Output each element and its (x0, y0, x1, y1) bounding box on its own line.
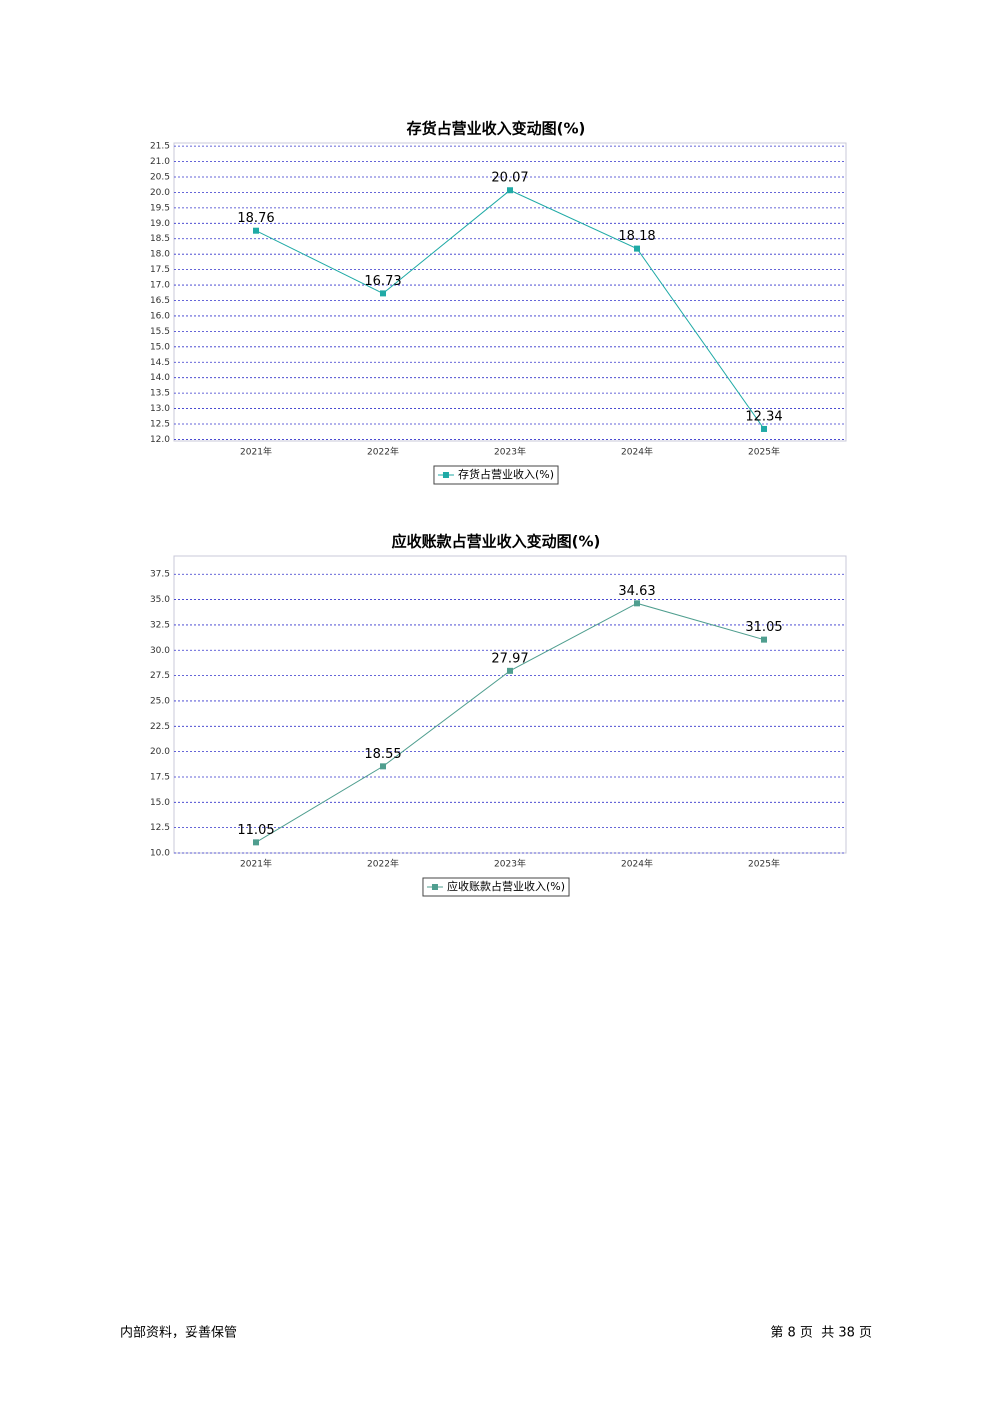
data-label: 18.55 (364, 747, 401, 762)
y-tick-label: 12.5 (150, 823, 170, 833)
legend-marker (431, 884, 438, 890)
x-tick-label: 2023年 (494, 858, 526, 870)
data-label: 12.34 (745, 409, 782, 424)
y-tick-label: 20.0 (150, 188, 170, 198)
y-tick-label: 17.5 (150, 265, 170, 275)
legend-box (433, 465, 559, 485)
y-tick-label: 15.5 (150, 327, 170, 337)
y-tick-label: 21.0 (150, 157, 170, 167)
y-tick-label: 35.0 (150, 595, 170, 605)
y-tick-label: 27.5 (150, 671, 170, 681)
x-tick-label: 2023年 (494, 446, 526, 458)
y-tick-label: 30.0 (150, 646, 170, 656)
y-tick-label: 18.0 (150, 250, 170, 260)
chart-title: 应收账款占营业收入变动图(%) (392, 533, 601, 551)
x-tick-label: 2021年 (240, 446, 272, 458)
footer-left: 内部资料，妥善保管 (120, 1325, 237, 1341)
marker (761, 636, 767, 643)
y-tick-label: 14.5 (150, 358, 170, 368)
y-tick-label: 14.0 (150, 373, 170, 383)
y-tick-label: 20.5 (150, 172, 170, 182)
y-tick-label: 20.0 (150, 747, 170, 757)
marker (634, 600, 640, 607)
marker (253, 839, 259, 846)
plot-area (173, 555, 847, 854)
x-tick-label: 2022年 (367, 858, 399, 870)
y-tick-label: 17.0 (150, 281, 170, 291)
y-tick-label: 10.0 (150, 849, 170, 859)
data-label: 31.05 (745, 620, 782, 635)
y-tick-label: 25.0 (150, 696, 170, 706)
data-label: 34.63 (618, 584, 655, 599)
x-tick-label: 2025年 (748, 858, 780, 870)
x-tick-label: 2024年 (621, 446, 653, 458)
y-tick-label: 15.0 (150, 342, 170, 352)
x-tick-label: 2024年 (621, 858, 653, 870)
data-label: 11.05 (237, 823, 274, 838)
legend-box (422, 877, 570, 897)
x-tick-label: 2021年 (240, 858, 272, 870)
marker (507, 667, 513, 674)
y-tick-label: 37.5 (150, 570, 170, 580)
x-tick-label: 2022年 (367, 446, 399, 458)
y-tick-label: 12.0 (150, 435, 170, 445)
footer-right: 第 8 页 共 38 页 (770, 1326, 872, 1341)
y-tick-label: 22.5 (150, 722, 170, 732)
y-tick-label: 15.0 (150, 798, 170, 808)
marker (634, 245, 640, 252)
chart-title: 存货占营业收入变动图(%) (407, 120, 586, 138)
y-tick-label: 16.0 (150, 311, 170, 321)
data-label: 18.18 (618, 229, 655, 244)
data-label: 16.73 (364, 274, 401, 289)
y-tick-label: 12.5 (150, 420, 170, 430)
marker (761, 425, 767, 432)
y-tick-label: 16.5 (150, 296, 170, 306)
y-tick-label: 17.5 (150, 772, 170, 782)
y-tick-label: 19.0 (150, 219, 170, 229)
x-tick-label: 2025年 (748, 446, 780, 458)
y-tick-label: 21.5 (150, 142, 170, 152)
data-label: 20.07 (491, 171, 528, 186)
data-label: 18.76 (237, 211, 274, 226)
marker (380, 290, 386, 297)
data-label: 27.97 (491, 651, 528, 666)
y-tick-label: 19.5 (150, 203, 170, 213)
legend-label: 应收账款占营业收入(%) (447, 879, 565, 893)
y-tick-label: 13.0 (150, 404, 170, 414)
y-tick-label: 18.5 (150, 234, 170, 244)
marker (253, 227, 259, 234)
y-tick-label: 13.5 (150, 389, 170, 399)
marker (380, 763, 386, 770)
y-tick-label: 32.5 (150, 620, 170, 630)
marker (507, 187, 513, 194)
legend-label: 存货占营业收入(%) (458, 467, 554, 481)
legend-marker (442, 472, 449, 478)
